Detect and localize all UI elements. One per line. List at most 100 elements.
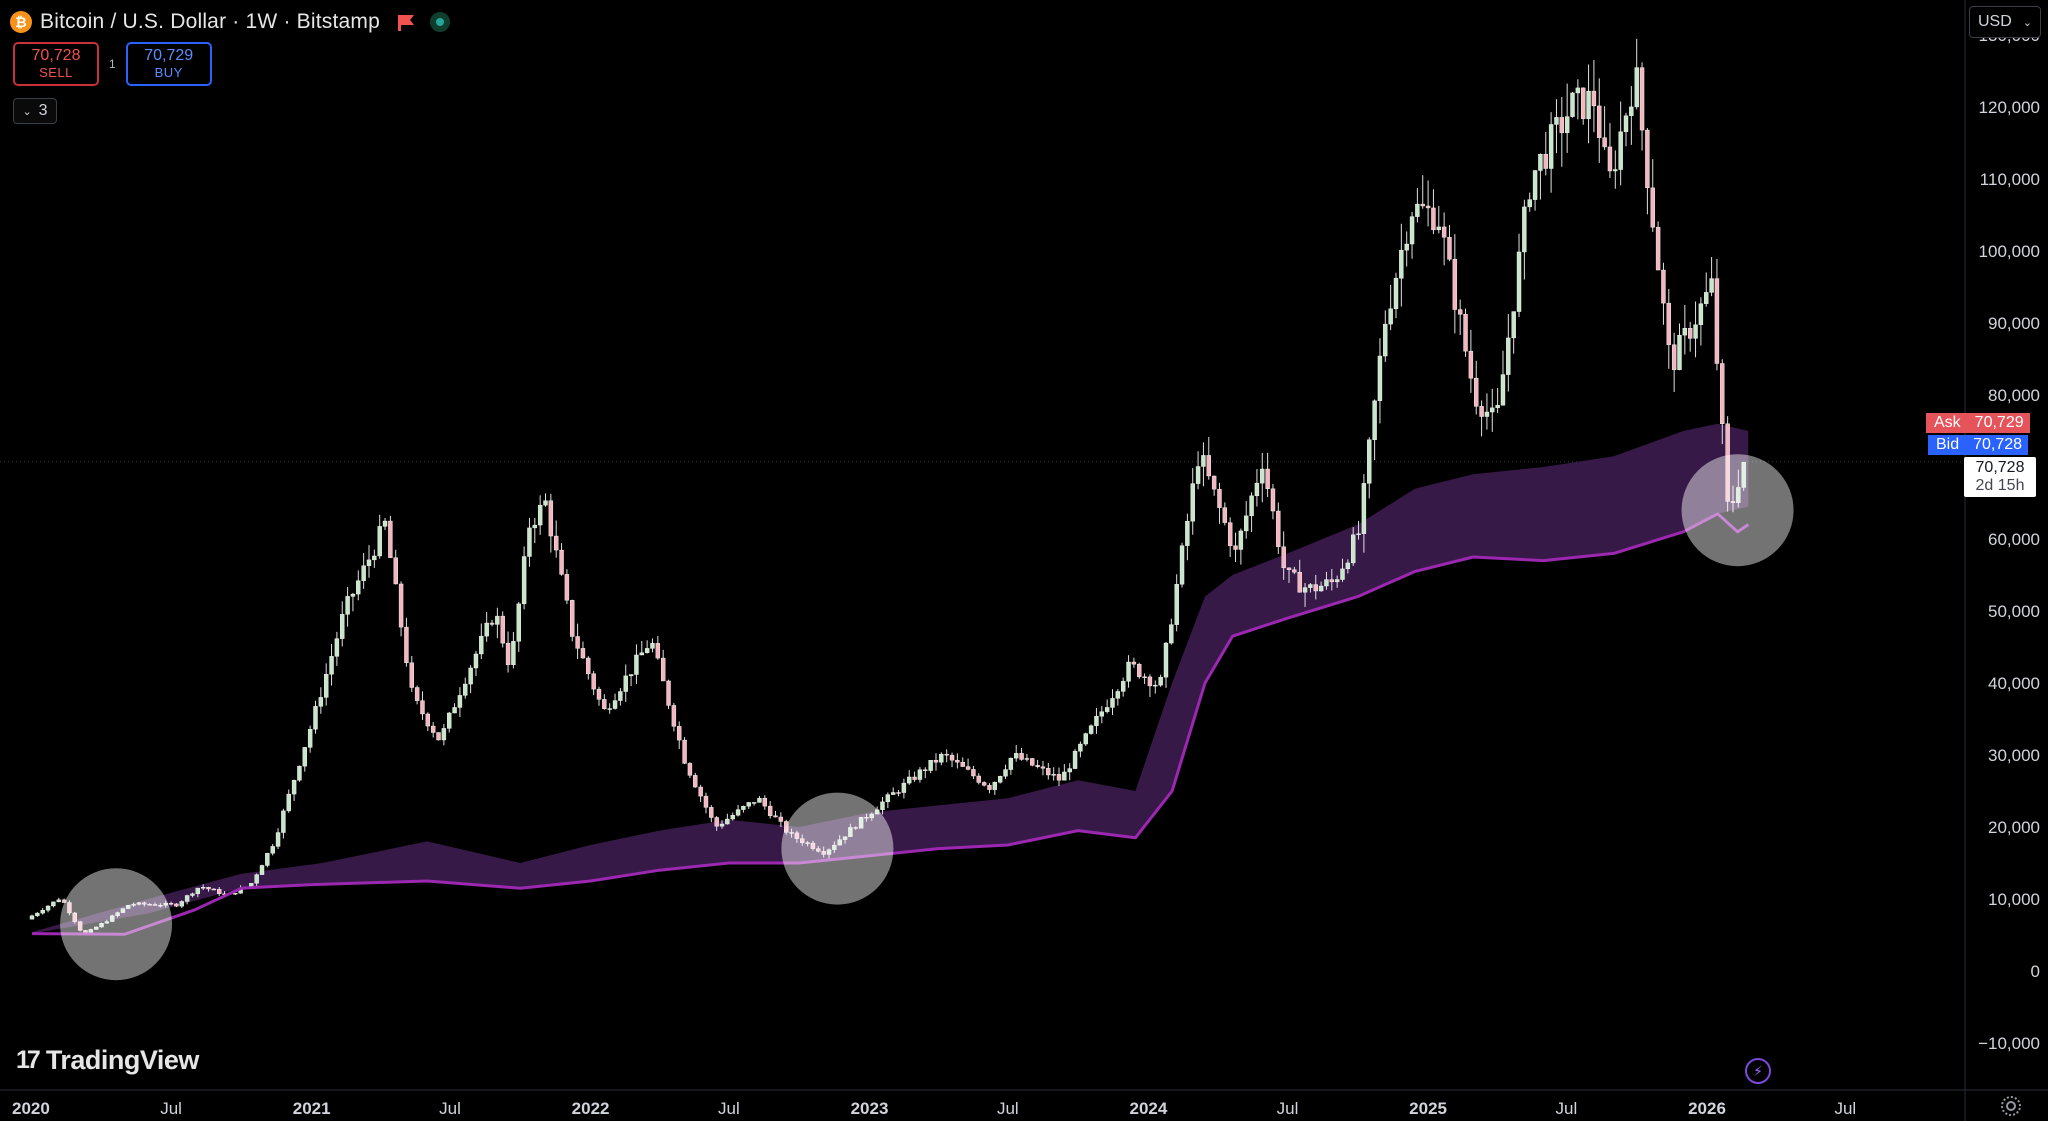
candle-body <box>1217 488 1222 508</box>
tradingview-logo[interactable]: 17 TradingView <box>16 1045 199 1076</box>
candle <box>816 846 821 853</box>
candle-body <box>965 766 971 770</box>
candle <box>1292 566 1297 575</box>
candle <box>163 900 168 908</box>
buy-price: 70,729 <box>144 47 194 65</box>
candle-body <box>1281 546 1286 569</box>
candle <box>1484 393 1490 430</box>
candle <box>1490 388 1495 432</box>
buy-button[interactable]: 70,729 BUY <box>125 42 212 86</box>
candle <box>912 771 917 782</box>
candle <box>805 841 810 847</box>
candle-body <box>195 887 201 895</box>
candle-body <box>152 904 158 906</box>
candle-body <box>1436 226 1441 231</box>
candle-body <box>1500 374 1506 406</box>
candle-body <box>596 688 602 700</box>
candle-body <box>618 691 623 701</box>
market-status-icon[interactable] <box>429 12 450 32</box>
bid-price-label: Bid 70,728 <box>1928 435 2029 455</box>
candle-body <box>666 680 671 706</box>
lightning-icon[interactable]: ⚡ <box>1745 1058 1771 1084</box>
candle-body <box>1447 237 1452 260</box>
candle <box>1190 468 1195 535</box>
x-tick-label: Jul <box>1556 1099 1578 1118</box>
candle-body <box>885 794 891 803</box>
candle <box>190 892 195 898</box>
highlight-circle <box>781 792 894 905</box>
currency-button[interactable]: USD ⌄ <box>1969 6 2041 38</box>
candle <box>1179 542 1185 588</box>
candle <box>858 816 864 829</box>
symbol-header[interactable]: ₿ Bitcoin / U.S. Dollar · 1W · Bitstamp <box>10 8 450 36</box>
indicator-count: 3 <box>38 102 48 119</box>
candle-body <box>1276 510 1281 547</box>
candle-body <box>45 905 51 911</box>
candle-body <box>923 769 928 771</box>
candle-body <box>1425 205 1431 209</box>
candle <box>842 836 848 844</box>
candle-body <box>1260 468 1265 484</box>
indicators-toggle[interactable]: ⌄ 3 <box>13 98 57 124</box>
candle <box>955 753 960 769</box>
candle <box>1072 748 1078 770</box>
candle-body <box>484 622 489 637</box>
flag-icon[interactable] <box>397 15 414 31</box>
candle-body <box>837 839 842 846</box>
candle <box>1313 574 1318 600</box>
candle-body <box>907 776 912 784</box>
sell-button[interactable]: 70,728 SELL <box>13 42 99 86</box>
candle <box>1564 83 1570 153</box>
candle-body <box>944 753 949 756</box>
candle-body <box>1211 475 1217 490</box>
candle <box>329 644 334 686</box>
candle <box>570 599 575 642</box>
candle <box>1399 223 1404 307</box>
candle <box>1302 583 1308 608</box>
candle-body <box>607 708 612 710</box>
candle <box>516 601 521 652</box>
candle-body <box>265 853 270 866</box>
price-axis[interactable]: 130,000120,000110,000100,00090,00080,000… <box>1978 26 2040 1053</box>
candle-body <box>709 807 714 818</box>
candle <box>885 792 891 809</box>
candle <box>586 656 591 680</box>
time-axis[interactable]: 2020 Jul 2021 Jul 2022 Jul 2023 Jul 2024 Jul 2025 J… <box>12 1099 1856 1118</box>
candle-body <box>1030 758 1035 766</box>
candle <box>1613 150 1618 189</box>
candle <box>800 834 805 846</box>
candle <box>1693 301 1698 358</box>
candle-body <box>1634 67 1639 108</box>
candle-body <box>1516 251 1522 312</box>
candle <box>559 543 564 576</box>
candle <box>233 892 238 896</box>
candle-body <box>1163 642 1169 678</box>
candle <box>361 553 366 589</box>
candle <box>120 908 126 914</box>
candle <box>1244 501 1249 539</box>
candle-body <box>206 887 211 890</box>
symbol-title[interactable]: Bitcoin / U.S. Dollar · 1W · Bitstamp <box>40 10 380 33</box>
candle <box>1297 559 1302 593</box>
candle <box>1051 767 1056 781</box>
candle-body <box>1490 407 1495 413</box>
candle-body <box>1420 203 1425 207</box>
candle <box>1543 132 1548 176</box>
candle-body <box>291 780 297 795</box>
candle <box>1099 706 1104 724</box>
settings-gear-icon[interactable] <box>2001 1096 2021 1116</box>
x-tick-label: Jul <box>439 1099 461 1118</box>
candle-body <box>997 776 1003 783</box>
highlight-circles <box>60 454 1794 981</box>
y-tick-label: 20,000 <box>1988 818 2040 837</box>
candle <box>666 679 671 709</box>
candle <box>489 619 495 627</box>
candle-body <box>393 557 398 585</box>
candle-body <box>318 697 324 707</box>
candle <box>72 912 77 924</box>
candle-body <box>751 802 757 804</box>
bar-countdown: 2d 15h <box>1975 477 2025 494</box>
candle <box>35 912 40 918</box>
candle-body <box>1431 207 1436 231</box>
